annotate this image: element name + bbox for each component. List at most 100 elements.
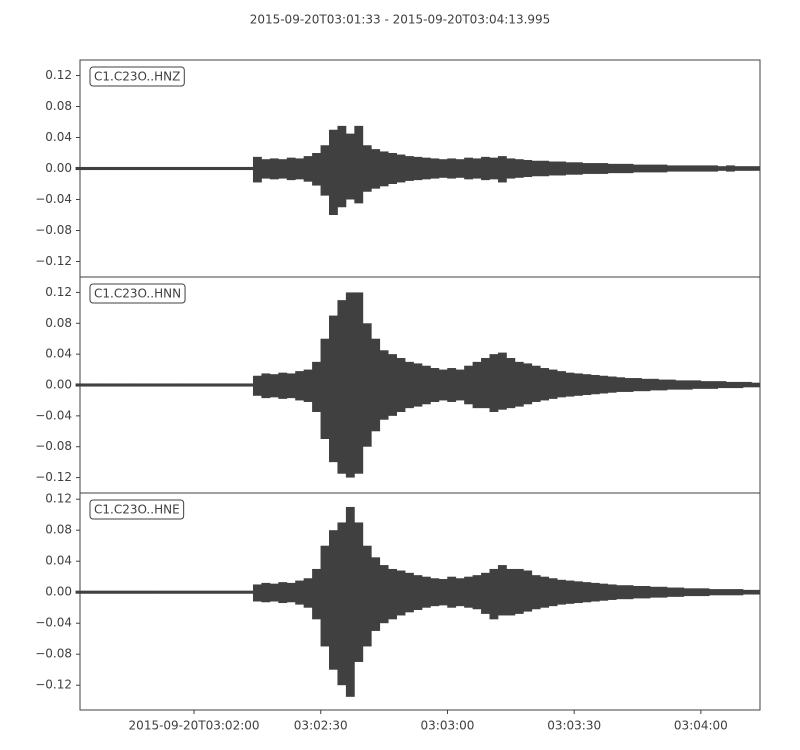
waveform-segment [202, 166, 212, 171]
y-tick-label: 0.00 [45, 378, 72, 392]
waveform-segment [219, 383, 229, 387]
waveform-segment [751, 589, 761, 595]
waveform-segment [286, 373, 296, 399]
waveform-segment [438, 369, 448, 401]
waveform-segment [405, 572, 414, 613]
waveform-segment [481, 358, 490, 409]
waveform-segment [607, 584, 617, 600]
waveform-segment [557, 579, 566, 605]
waveform-segment [151, 166, 161, 171]
waveform-segment [303, 578, 313, 608]
y-tick-label: −0.12 [35, 254, 72, 268]
y-tick-label: −0.12 [35, 678, 72, 692]
waveform-segment [641, 586, 651, 599]
waveform-segment [312, 568, 321, 620]
waveform-segment [421, 157, 431, 180]
waveform-segment [329, 315, 338, 463]
waveform-segment [683, 588, 693, 597]
waveform-segment [168, 590, 178, 594]
waveform-segment [100, 166, 110, 171]
waveform-segment [438, 579, 448, 606]
waveform-segment [683, 165, 693, 172]
waveform-segment [117, 590, 127, 594]
waveform-segment [658, 586, 668, 598]
y-tick-label: −0.04 [35, 616, 72, 630]
waveform-segment [624, 378, 634, 392]
waveform-segment [379, 565, 389, 624]
waveform-segment [371, 338, 381, 432]
waveform-segment [295, 371, 305, 401]
waveform-segment [421, 365, 431, 405]
waveform-segment [590, 374, 600, 395]
waveform-segment [210, 166, 220, 171]
waveform-segment [506, 358, 516, 409]
waveform-segment [514, 361, 524, 407]
waveform-segment [303, 156, 313, 182]
waveform-segment [227, 590, 237, 594]
waveform-segment [489, 354, 499, 412]
waveform-segment [269, 158, 279, 180]
waveform-segment [692, 380, 702, 389]
waveform-segment [633, 164, 642, 173]
waveform-segment [438, 159, 448, 178]
waveform-segment [379, 350, 389, 420]
waveform-segment [236, 590, 245, 594]
waveform-segment [396, 358, 406, 412]
y-tick-label: −0.12 [35, 470, 72, 484]
waveform-segment [405, 156, 414, 181]
waveform-segment [312, 361, 321, 412]
waveform-segment [472, 361, 482, 409]
waveform-segment [185, 166, 195, 171]
waveform-segment [84, 590, 93, 594]
waveform-segment [447, 158, 457, 179]
waveform-segment [726, 589, 735, 596]
waveform-segment [388, 354, 397, 416]
waveform-segment [430, 368, 440, 402]
waveform-segment [337, 300, 347, 474]
waveform-segment [371, 149, 381, 189]
waveform-segment [666, 379, 676, 390]
waveform-segment [278, 582, 288, 604]
plot-frame [79, 492, 761, 711]
y-tick-label: 0.08 [45, 316, 72, 330]
waveform-segment [548, 578, 558, 607]
waveform-segment [405, 361, 414, 409]
waveform-segment [548, 369, 558, 399]
waveform-segment [92, 166, 102, 171]
waveform-segment [210, 383, 220, 387]
waveform-segment [430, 158, 440, 179]
waveform-segment [329, 530, 338, 670]
waveform-segment [481, 572, 490, 614]
y-tick-label: 0.08 [45, 523, 72, 537]
waveform-segment [134, 383, 144, 387]
waveform-segment [388, 568, 397, 620]
x-tick-label: 03:02:30 [294, 719, 348, 733]
waveform-segment [219, 590, 229, 594]
waveform-segment [624, 163, 634, 174]
y-tick-label: −0.08 [35, 647, 72, 661]
waveform-segment [151, 383, 161, 387]
waveform-segment [134, 166, 144, 171]
waveform-segment [143, 383, 153, 387]
waveform-segment [193, 383, 203, 387]
waveform-segment [557, 371, 566, 398]
waveform-segment [489, 568, 499, 620]
waveform-segment [455, 578, 465, 607]
waveform-segment [396, 154, 406, 183]
waveform-segment [168, 383, 178, 387]
waveform-segment [633, 378, 642, 392]
waveform-segment [100, 383, 110, 387]
waveform-segment [126, 166, 136, 171]
waveform-segment [464, 576, 474, 608]
waveform-segment [472, 575, 482, 610]
waveform-segment [709, 165, 718, 172]
waveform-segment [650, 378, 659, 391]
waveform-segment [160, 166, 169, 171]
waveform-segment [278, 372, 288, 399]
trace-label-box [89, 66, 185, 87]
waveform-segment [683, 380, 693, 390]
waveform-segment [303, 369, 313, 402]
waveform-segment [633, 586, 642, 599]
